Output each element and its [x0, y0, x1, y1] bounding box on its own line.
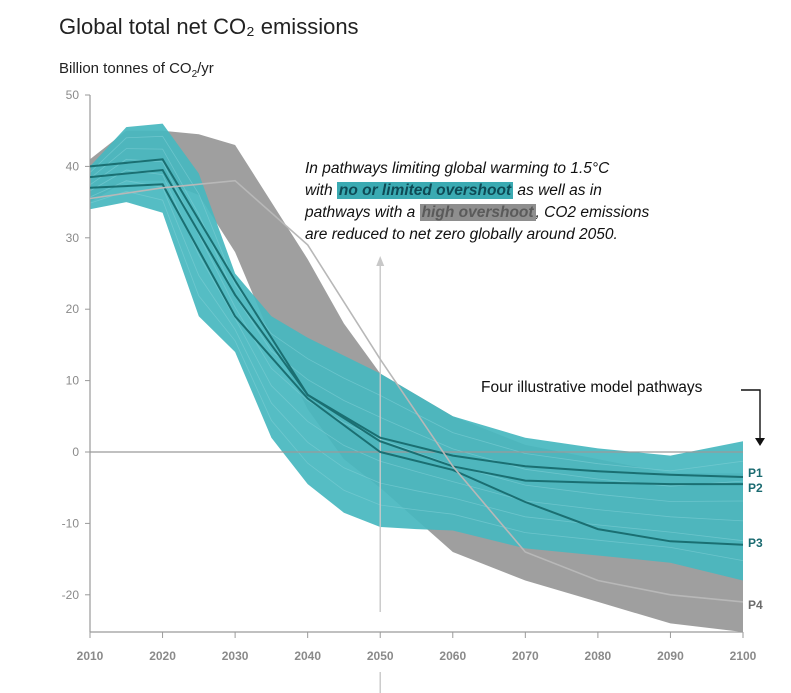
callout-arrowhead — [755, 438, 765, 446]
scenario-bundle-line — [89, 135, 744, 472]
x-tick-label: 2060 — [439, 649, 466, 663]
chart-title: Global total net CO₂ emissions — [59, 14, 359, 39]
band-no-or-limited-overshoot — [90, 123, 743, 581]
y-tick-label: 0 — [72, 445, 79, 459]
scenario-bundle-line — [89, 148, 744, 487]
net-zero-guide-arrow — [376, 256, 385, 266]
pathways-annotation: In pathways limiting global warming to 1… — [305, 160, 650, 243]
x-tick-label: 2070 — [512, 649, 539, 663]
pathway-line-p4 — [90, 179, 744, 603]
y-tick-label: -10 — [62, 516, 80, 530]
y-tick-label: -20 — [62, 588, 80, 602]
pathway-label-p1: P1 — [748, 466, 763, 480]
scenario-bundle-line — [89, 190, 744, 561]
y-tick-label: 50 — [66, 88, 80, 102]
model-pathways-callout: Four illustrative model pathways — [481, 379, 703, 396]
y-tick-label: 30 — [66, 231, 80, 245]
scenario-bundle-line — [89, 180, 744, 542]
pathway-line-p3 — [90, 183, 744, 546]
x-tick-label: 2050 — [367, 649, 394, 663]
y-tick-label: 20 — [66, 302, 80, 316]
x-tick-label: 2020 — [149, 649, 176, 663]
y-axis-unit-label: Billion tonnes of CO2/yr — [59, 60, 214, 80]
x-tick-label: 2040 — [294, 649, 321, 663]
pathway-label-p4: P4 — [748, 598, 763, 612]
pathway-line-p2 — [90, 168, 743, 486]
no-limited-overshoot-highlight: no or limited overshoot — [336, 182, 514, 199]
callout-connector — [741, 389, 761, 440]
x-tick-label: 2100 — [730, 649, 757, 663]
x-tick-label: 2090 — [657, 649, 684, 663]
x-tick-label: 2080 — [585, 649, 612, 663]
x-tick-label: 2030 — [222, 649, 249, 663]
pathway-label-p3: P3 — [748, 536, 763, 550]
high-overshoot-highlight: high overshoot — [419, 204, 536, 221]
y-tick-label: 10 — [66, 374, 80, 388]
pathway-label-p2: P2 — [748, 481, 763, 495]
pathway-line-p1 — [90, 158, 744, 478]
scenario-bundle-line — [89, 169, 744, 522]
y-tick-label: 40 — [66, 159, 80, 173]
x-tick-label: 2010 — [77, 649, 104, 663]
